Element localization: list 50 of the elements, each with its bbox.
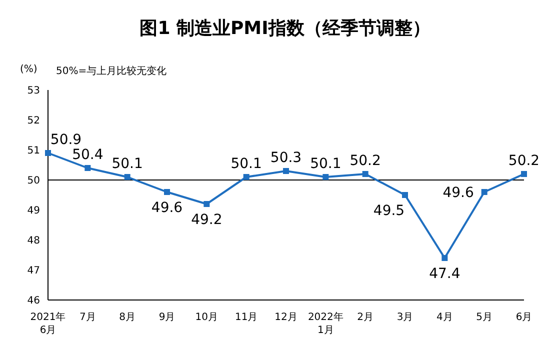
- data-label: 49.6: [442, 185, 474, 201]
- point: [322, 174, 329, 180]
- point: [45, 150, 51, 156]
- x-tick-label: 7月: [79, 312, 96, 323]
- point: [362, 171, 368, 177]
- data-label: 50.1: [310, 156, 342, 172]
- data-label: 47.4: [429, 266, 460, 282]
- point: [442, 255, 448, 261]
- point: [402, 192, 408, 198]
- data-label: 50.3: [270, 150, 302, 166]
- x-tick-label: 2022年 1月: [308, 311, 344, 336]
- y-tick-label: 50: [27, 176, 40, 187]
- x-tick-label: 12月: [274, 312, 298, 323]
- x-tick-label: 11月: [234, 312, 258, 323]
- point: [124, 174, 130, 180]
- point: [204, 201, 210, 207]
- y-tick-label: 49: [27, 206, 40, 217]
- data-label: 50.1: [230, 156, 262, 172]
- x-tick-label: 4月: [436, 312, 453, 323]
- y-axis-title: (%): [20, 64, 38, 75]
- data-label: 49.2: [191, 212, 222, 228]
- y-tick-label: 52: [27, 116, 40, 127]
- point: [243, 174, 250, 180]
- point: [521, 171, 527, 177]
- y-tick-label: 48: [27, 236, 40, 247]
- y-tick-label: 47: [27, 266, 40, 277]
- data-label: 49.6: [151, 200, 183, 216]
- point: [164, 189, 170, 195]
- text: 50%=与上月比较无变化: [56, 64, 167, 78]
- point: [283, 168, 289, 174]
- point: [481, 189, 488, 195]
- y-tick-label: 51: [27, 146, 40, 157]
- chart-title: 图1 制造业PMI指数（经季节调整）: [138, 17, 432, 40]
- y-tick-label: 46: [27, 296, 40, 307]
- data-label: 50.2: [508, 153, 540, 169]
- x-tick-label: 8月: [119, 312, 136, 323]
- x-tick-label: 10月: [195, 312, 218, 323]
- x-tick-label: 6月: [516, 312, 532, 323]
- data-label: 50.2: [350, 153, 381, 169]
- x-tick-label: 2021年 6月: [30, 311, 66, 336]
- x-tick-label: 9月: [158, 312, 176, 323]
- x-tick-label: 2月: [357, 312, 374, 323]
- data-label: 50.4: [72, 147, 104, 163]
- point: [84, 165, 91, 171]
- data-label: 50.9: [50, 132, 82, 148]
- x-tick-label: 5月: [476, 312, 493, 323]
- data-label: 50.1: [112, 156, 143, 172]
- y-tick-label: 53: [27, 86, 40, 97]
- x-tick-label: 3月: [396, 312, 414, 323]
- data-label: 49.5: [373, 203, 405, 219]
